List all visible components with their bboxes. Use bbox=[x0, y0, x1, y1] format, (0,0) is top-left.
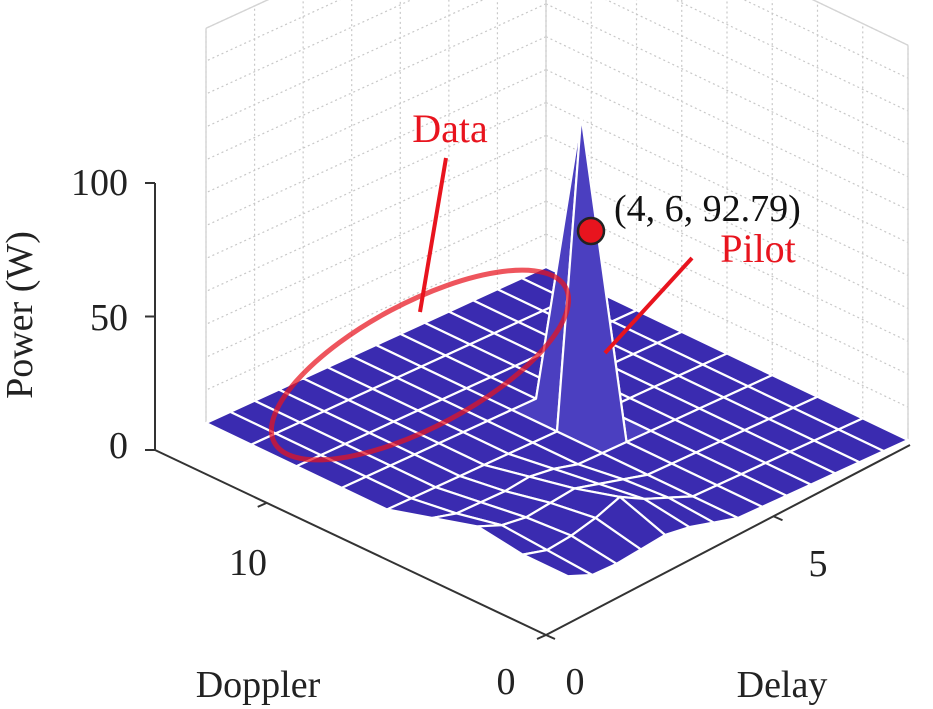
pilot-callout-line bbox=[603, 256, 694, 355]
doppler-tick bbox=[536, 634, 547, 640]
surface-layer bbox=[204, 113, 910, 578]
wall-grid-line bbox=[545, 200, 909, 375]
wall-grid-line bbox=[545, 36, 909, 211]
doppler-axis-label: Doppler bbox=[196, 664, 321, 706]
wall-grid-line bbox=[605, 0, 909, 145]
data-region-ellipse bbox=[268, 267, 572, 463]
wall-grid-line bbox=[205, 36, 547, 194]
wall-grid-line bbox=[205, 167, 547, 325]
delay-axis-label: Delay bbox=[737, 664, 828, 706]
peak-coordinate-annotation: (4, 6, 92.79) bbox=[614, 188, 801, 230]
box-edge bbox=[811, 0, 909, 46]
wall-grid-line bbox=[545, 69, 909, 244]
peak-marker bbox=[576, 216, 606, 246]
wall-grid-line bbox=[205, 101, 547, 260]
annotation-layer: Data Pilot (4, 6, 92.79) bbox=[268, 106, 801, 463]
wall-grid-line bbox=[205, 134, 547, 292]
wall-grid-line bbox=[545, 233, 909, 408]
delay-tick-label-0: 0 bbox=[566, 661, 585, 703]
wall-grid-line bbox=[545, 101, 909, 277]
doppler-axis-line bbox=[154, 449, 547, 636]
z-axis-label: Power (W) bbox=[0, 231, 41, 399]
wall-grid-line bbox=[205, 3, 547, 161]
delay-tick bbox=[545, 634, 556, 640]
doppler-tick-label-0: 0 bbox=[497, 661, 516, 703]
surface-patch bbox=[555, 113, 628, 455]
z-tick-label-100: 100 bbox=[71, 162, 128, 204]
delay-axis-line bbox=[545, 444, 911, 636]
wall-grid-line bbox=[545, 167, 909, 342]
wall-grid-line bbox=[205, 233, 547, 391]
wall-grid-line bbox=[205, 69, 547, 227]
wall-grid-line bbox=[205, 0, 341, 62]
wall-grid-line bbox=[205, 0, 485, 128]
surface-patch bbox=[521, 548, 594, 578]
wall-grid-line bbox=[545, 3, 909, 178]
wall-grid-line bbox=[674, 0, 909, 112]
delay-tick bbox=[773, 515, 783, 522]
box-edge bbox=[205, 0, 270, 29]
z-tick-label-50: 50 bbox=[90, 297, 128, 339]
axes-layer bbox=[145, 182, 911, 640]
doppler-tick bbox=[257, 501, 268, 508]
pilot-annotation: Pilot bbox=[720, 226, 796, 271]
data-annotation: Data bbox=[412, 106, 488, 151]
wall-grid-line bbox=[545, 134, 909, 309]
z-tick-label-0: 0 bbox=[109, 425, 128, 467]
wall-grid-line bbox=[205, 200, 547, 358]
wall-grid-line bbox=[205, 0, 413, 95]
delay-tick-label-5: 5 bbox=[809, 543, 828, 585]
doppler-tick-label-10: 10 bbox=[229, 542, 267, 584]
data-callout-line bbox=[418, 157, 448, 313]
